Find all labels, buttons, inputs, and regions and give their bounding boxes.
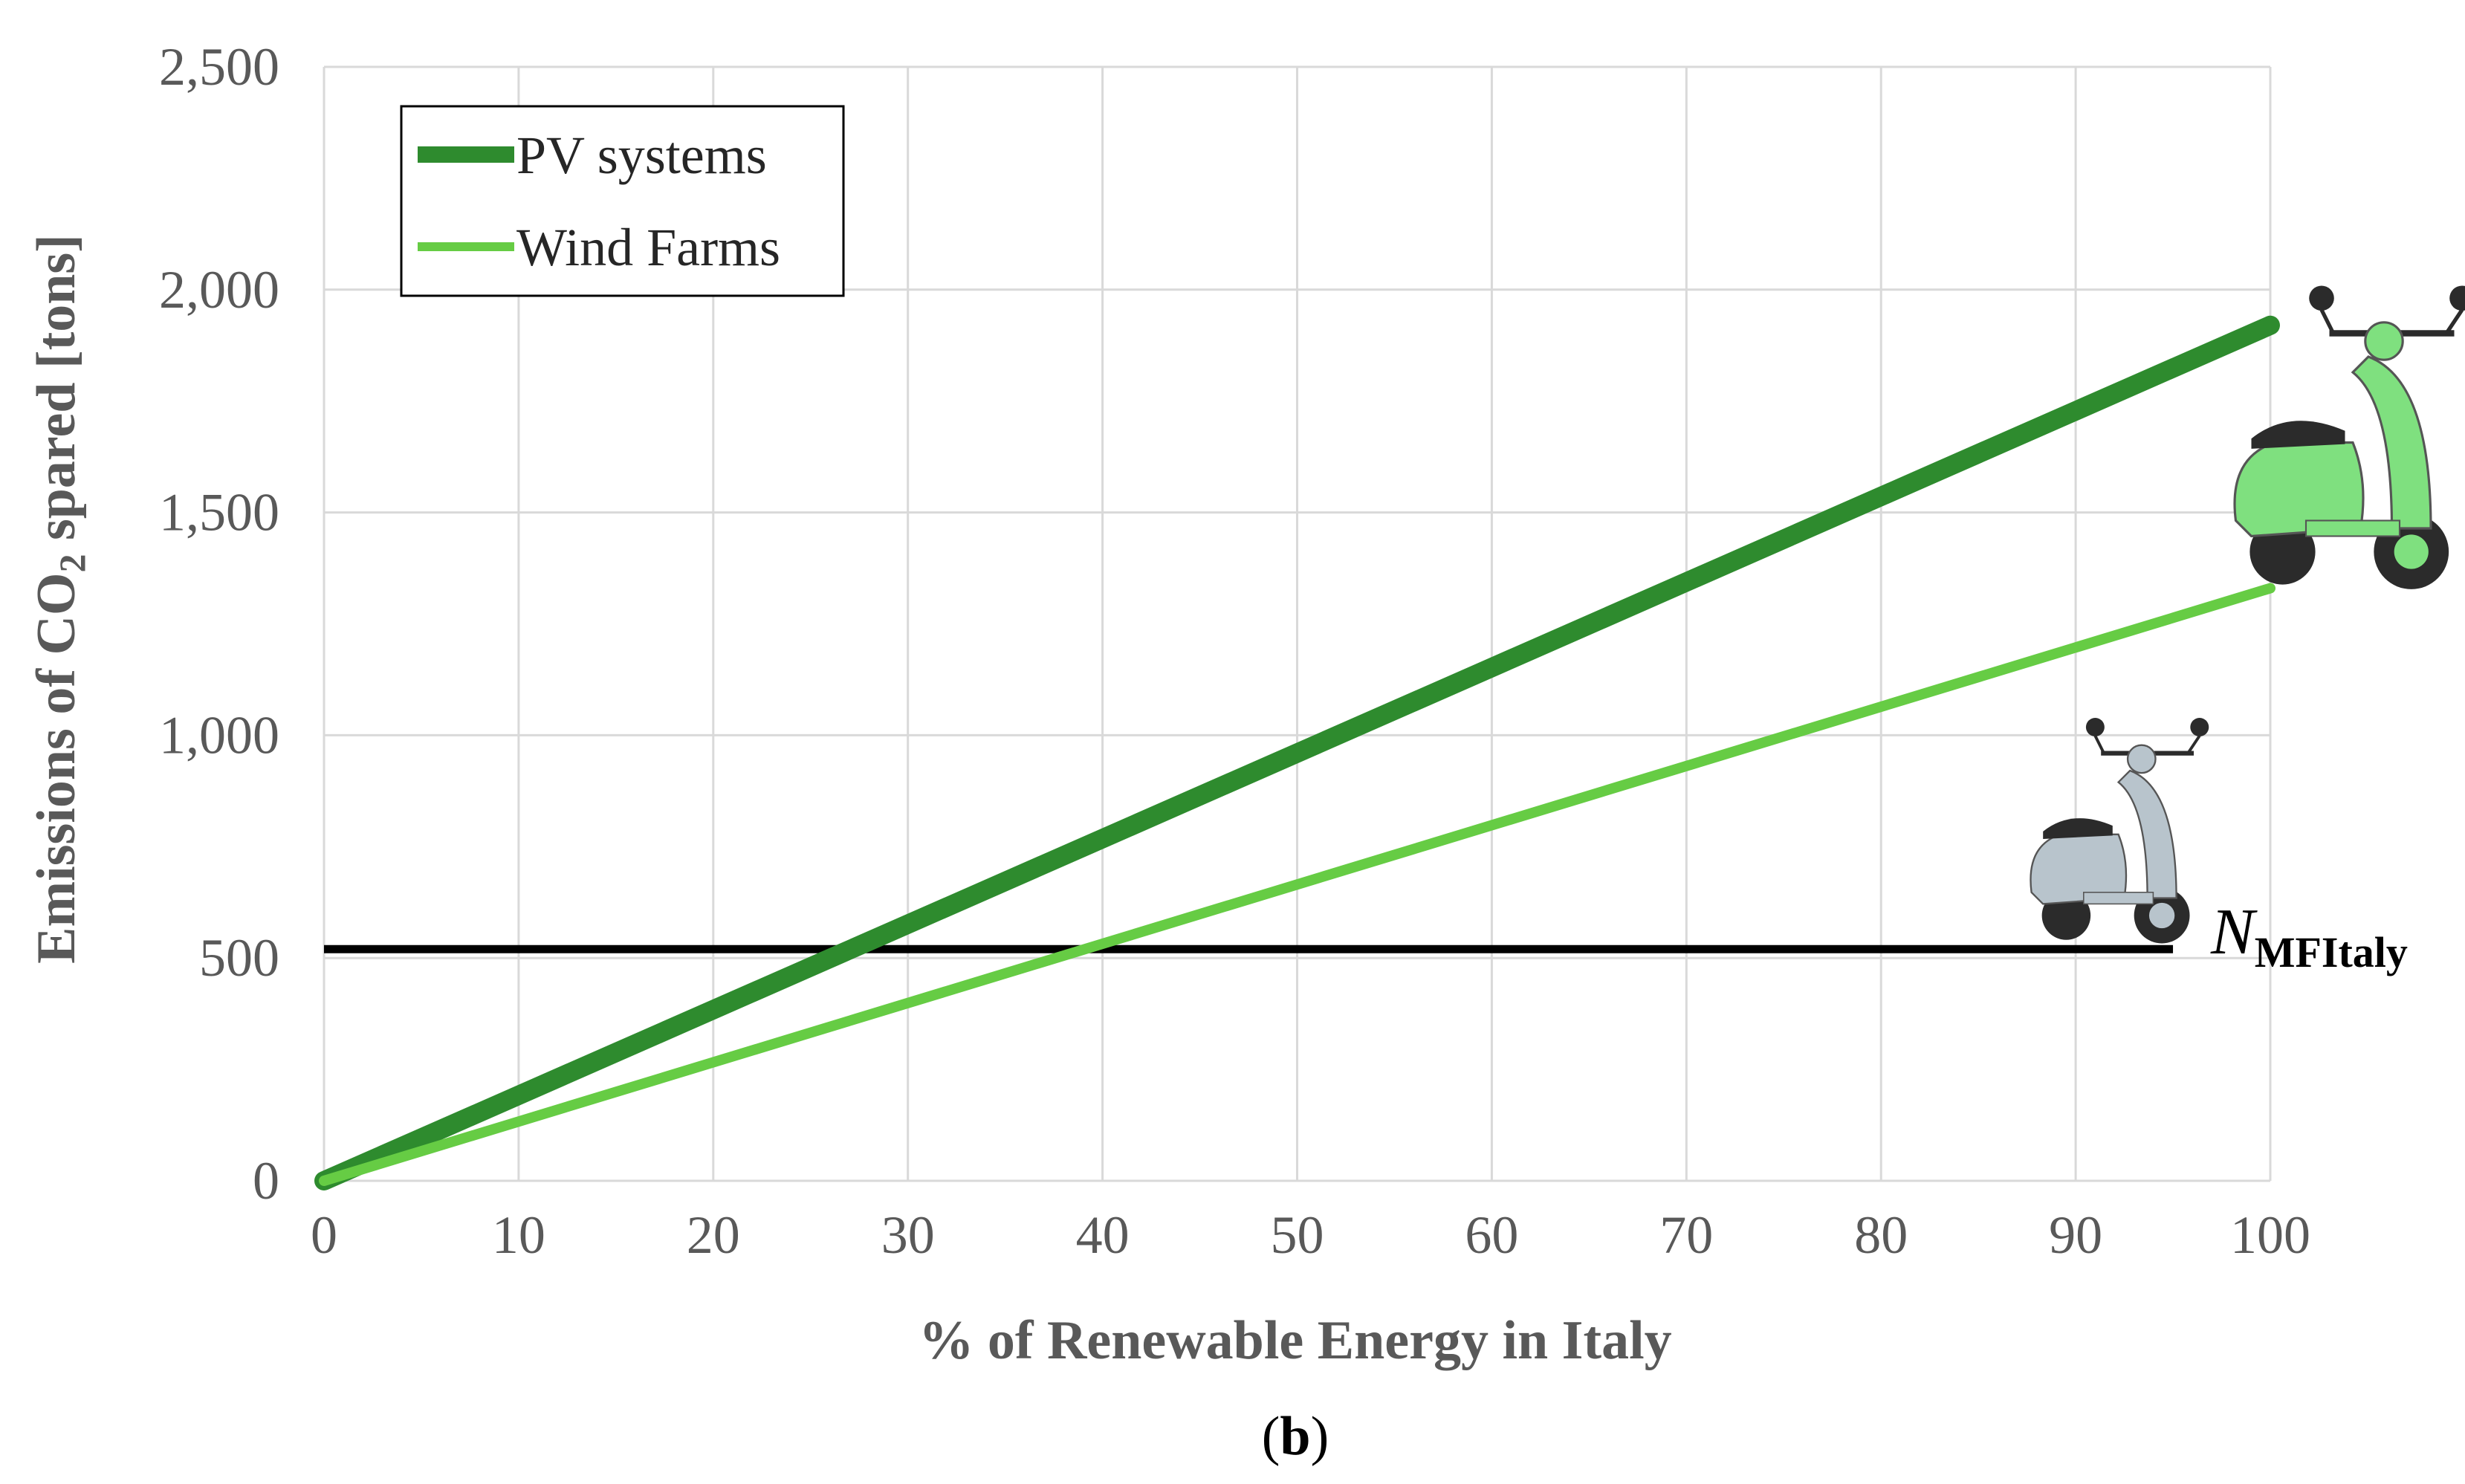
icons-group [2030,285,2465,944]
grid [323,65,2272,1182]
series-group [314,315,2280,1190]
figure-caption: (b) [1262,1406,1329,1467]
legend-box [400,105,845,297]
series-line-wind [319,583,2275,1186]
y-tick-label: 500 [199,928,279,988]
y-axis-title: Emissions of CO2 spared [tons] [26,234,93,964]
x-tick-label: 100 [2230,1205,2310,1265]
scooter-body [2030,833,2128,905]
reference-line-label-prefix: N [2210,896,2258,968]
scooter-green-icon [2233,285,2465,589]
scooter-mirror-right [2190,718,2209,736]
scooter-mirror-left [2085,718,2105,736]
scooter-mirror-stem-left [2093,735,2105,754]
scooter-headlight [2126,744,2157,774]
y-tick-label: 0 [253,1151,279,1211]
x-tick-label: 20 [687,1205,740,1265]
x-tick-label: 10 [492,1205,545,1265]
x-tick-label: 70 [1659,1205,1713,1265]
scooter-floorboard [2304,519,2401,537]
scooter-seat [2043,818,2113,840]
reference-line-label-subscript: MFItaly [2255,928,2408,976]
scooter-headlight [2364,321,2404,361]
y-axis-title-subscript: 2 [51,554,93,573]
x-tick-label: 30 [881,1205,935,1265]
y-tick-label: 2,000 [159,260,279,320]
scooter-mirror-left [2309,285,2334,311]
scooter-front-shield [2116,769,2177,899]
scooter-mirror-stem-right [2444,308,2464,334]
scooter-mirror-right [2449,285,2465,311]
scooter-front-hub [2148,902,2175,929]
scooter-mirror-stem-left [2319,308,2336,334]
caption-open: ( [1262,1406,1280,1467]
legend: PV systems Wind Farms [400,105,845,297]
scooter-seat [2251,421,2345,449]
ticks-group: 0 10 20 30 40 50 60 70 80 90 100 0 500 1,000 1,500 2,00… [159,37,2310,1265]
x-tick-label: 50 [1271,1205,1324,1265]
x-axis-title: % of Renewable Energy in Italy [919,1310,1671,1371]
scooter-floorboard [2083,892,2154,905]
scooter-body [2233,441,2365,538]
y-tick-label: 1,000 [159,705,279,765]
legend-label-pv: PV systems [516,126,767,185]
y-axis-title-part2: spared [tons] [26,234,87,554]
y-axis-title-part1: Emissions of CO [26,573,87,964]
x-tick-label: 0 [311,1205,337,1265]
y-tick-label: 1,500 [159,483,279,542]
caption-letter: b [1280,1406,1310,1467]
caption-close: ) [1311,1406,1329,1467]
scooter-front-shield [2351,355,2432,530]
x-tick-label: 90 [2049,1205,2102,1265]
reference-line-label: NMFItaly [2210,896,2408,976]
scooter-gray-icon [2030,718,2209,944]
x-tick-label: 80 [1854,1205,1908,1265]
legend-label-wind: Wind Farms [516,218,780,277]
y-tick-label: 2,500 [159,37,279,97]
series-line-pv [314,315,2280,1190]
x-tick-label: 60 [1465,1205,1518,1265]
scooter-front-hub [2394,534,2429,569]
x-tick-label: 40 [1076,1205,1130,1265]
scooter-mirror-stem-right [2186,735,2201,754]
